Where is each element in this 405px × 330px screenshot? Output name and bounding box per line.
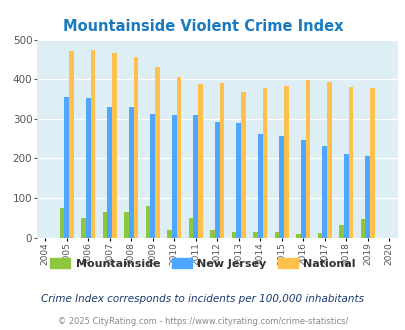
Bar	[343, 154, 348, 238]
Bar	[326, 82, 331, 238]
Bar	[236, 123, 241, 238]
Bar	[60, 208, 64, 238]
Bar	[231, 232, 236, 238]
Text: Mountainside Violent Crime Index: Mountainside Violent Crime Index	[63, 19, 342, 34]
Text: Crime Index corresponds to incidents per 100,000 inhabitants: Crime Index corresponds to incidents per…	[41, 294, 364, 304]
Bar	[64, 97, 69, 238]
Bar	[369, 87, 374, 238]
Bar	[150, 114, 155, 238]
Bar	[348, 87, 352, 238]
Bar	[145, 206, 150, 238]
Bar	[124, 212, 128, 238]
Legend: Mountainside, New Jersey, National: Mountainside, New Jersey, National	[46, 254, 359, 273]
Bar	[295, 234, 300, 238]
Bar	[284, 85, 288, 238]
Bar	[188, 218, 193, 238]
Bar	[81, 218, 85, 238]
Bar	[279, 136, 284, 238]
Bar	[257, 134, 262, 238]
Bar	[85, 98, 90, 238]
Bar	[241, 92, 245, 238]
Bar	[107, 107, 112, 238]
Bar	[252, 232, 257, 238]
Bar	[317, 233, 322, 238]
Text: © 2025 CityRating.com - https://www.cityrating.com/crime-statistics/: © 2025 CityRating.com - https://www.city…	[58, 317, 347, 326]
Bar	[193, 115, 198, 238]
Bar	[305, 80, 309, 238]
Bar	[176, 77, 181, 238]
Bar	[102, 212, 107, 238]
Bar	[214, 121, 219, 238]
Bar	[322, 146, 326, 238]
Bar	[155, 67, 160, 238]
Bar	[274, 232, 279, 238]
Bar	[210, 230, 214, 238]
Bar	[112, 53, 117, 238]
Bar	[133, 57, 138, 238]
Bar	[90, 50, 95, 238]
Bar	[219, 83, 224, 238]
Bar	[69, 51, 74, 238]
Bar	[167, 230, 171, 238]
Bar	[171, 115, 176, 238]
Bar	[360, 219, 364, 238]
Bar	[262, 88, 266, 238]
Bar	[364, 156, 369, 238]
Bar	[128, 107, 133, 238]
Bar	[198, 83, 202, 238]
Bar	[300, 140, 305, 238]
Bar	[338, 225, 343, 238]
